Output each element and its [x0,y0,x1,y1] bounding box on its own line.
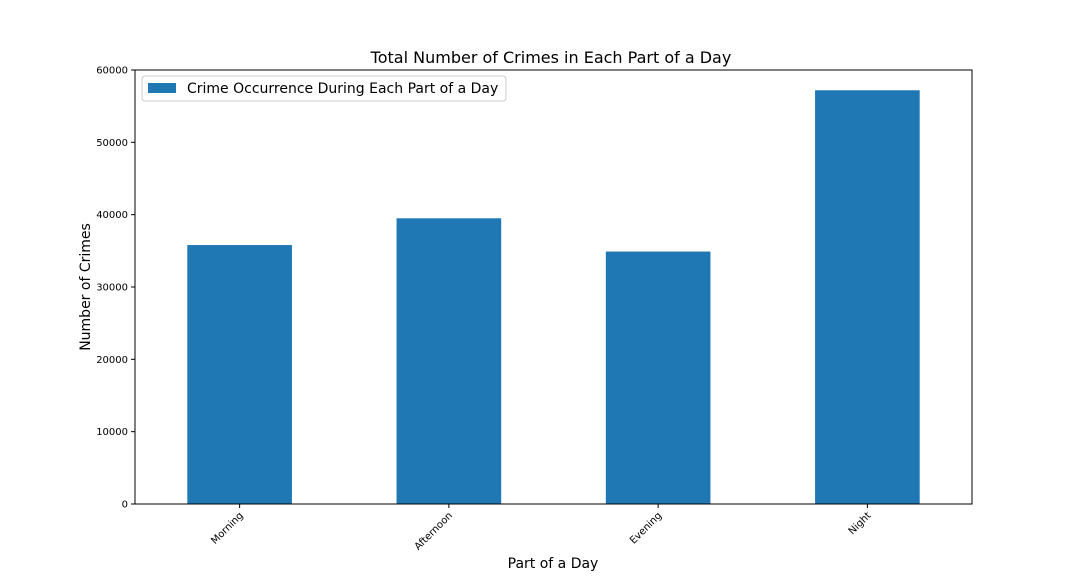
chart-title: Total Number of Crimes in Each Part of a… [370,48,732,67]
y-tick-label: 50000 [96,138,128,149]
plot-area-frame [134,69,973,505]
legend-box [141,75,507,102]
bar-series [187,90,920,505]
y-tick-label: 0 [122,500,128,511]
y-tick-label: 10000 [96,427,128,438]
bar-afternoon [396,218,502,505]
y-tick-label: 30000 [96,283,128,294]
legend-swatch [148,83,176,93]
y-tick-label: 60000 [96,66,128,77]
bar-morning [187,245,292,504]
legend: Crime Occurrence During Each Part of a D… [141,75,507,102]
bar-night [815,90,920,505]
x-axis-label: Part of a Day [508,556,599,572]
y-axis-label: Number of Crimes [78,223,94,351]
y-tick-label: 20000 [96,355,128,366]
y-axis-ticks: 0 10000 20000 30000 40000 50000 60000 [96,66,135,511]
bar-evening [605,251,711,504]
y-tick-label: 40000 [96,210,128,221]
legend-label: Crime Occurrence During Each Part of a D… [187,81,498,97]
